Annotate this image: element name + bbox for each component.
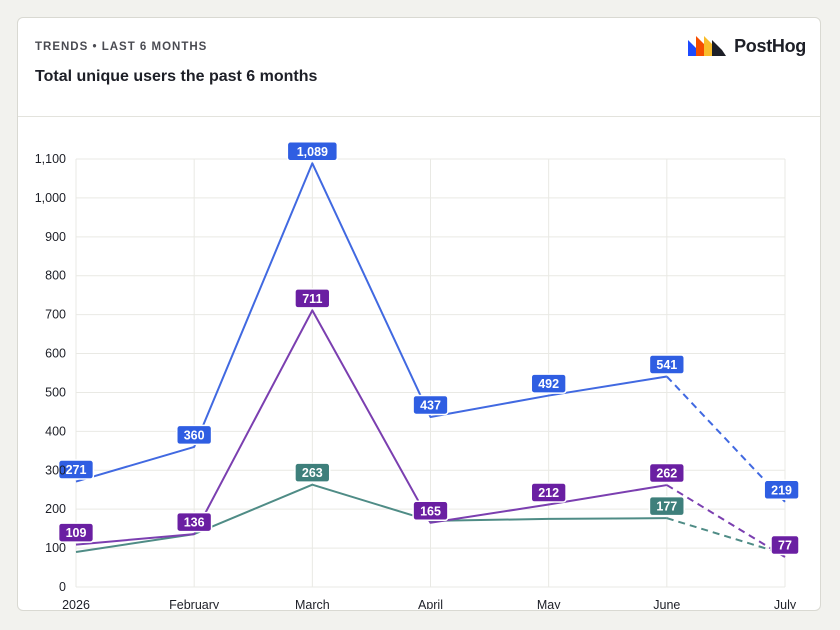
data-label: 77	[770, 534, 800, 556]
data-label: 492	[530, 373, 567, 394]
y-tick-label: 0	[59, 580, 66, 594]
svg-text:136: 136	[184, 516, 205, 530]
y-tick-label: 400	[45, 424, 66, 438]
data-label: 271	[57, 459, 95, 480]
data-label: 109	[57, 522, 95, 543]
svg-text:492: 492	[538, 377, 559, 391]
x-tick-label: 2026	[62, 598, 90, 609]
svg-text:263: 263	[302, 466, 323, 480]
posthog-logo: PostHog	[688, 34, 806, 58]
y-tick-label: 600	[45, 347, 66, 361]
chart-data-labels: 271 360 1,089 437 492 541 219 109 136 711 165 212 26…	[57, 141, 800, 556]
data-label: 177	[648, 495, 685, 517]
svg-text:541: 541	[656, 358, 677, 372]
series-line	[75, 483, 667, 553]
data-label: 136	[176, 511, 213, 533]
y-tick-label: 900	[45, 230, 66, 244]
series-line-forecast	[666, 375, 786, 503]
svg-text:77: 77	[778, 539, 792, 553]
data-label: 263	[294, 462, 331, 483]
svg-text:262: 262	[656, 467, 677, 481]
chart-axes: 0 100 200 300 400 500 600 700 800 900 1,000 1,100 20…	[35, 152, 797, 610]
y-tick-label: 700	[45, 308, 66, 322]
card-header: TRENDS • LAST 6 MONTHS Total unique user…	[18, 18, 820, 117]
svg-text:219: 219	[771, 483, 792, 497]
y-tick-label: 300	[45, 463, 66, 477]
card-subtitle: TRENDS • LAST 6 MONTHS	[35, 41, 208, 53]
chart-area: 271 360 1,089 437 492 541 219 109 136 711 165 212 26…	[18, 117, 820, 610]
svg-text:437: 437	[420, 398, 441, 412]
svg-text:711: 711	[302, 292, 322, 306]
data-label: 212	[530, 482, 567, 503]
svg-text:165: 165	[420, 504, 441, 518]
y-tick-label: 1,000	[35, 191, 66, 205]
data-label: 262	[648, 462, 685, 484]
x-tick-label: February	[169, 598, 220, 609]
data-label: 219	[763, 479, 800, 501]
series-line	[75, 162, 667, 483]
posthog-hedgehog-icon	[688, 36, 727, 56]
data-label: 1,089	[286, 141, 339, 162]
card-title: Total unique users the past 6 months	[35, 68, 318, 85]
x-tick-label: July	[774, 598, 797, 609]
y-tick-label: 500	[45, 385, 66, 399]
series-line-forecast	[666, 517, 786, 556]
data-label: 541	[648, 354, 685, 375]
y-tick-label: 1,100	[35, 152, 66, 166]
series-line	[75, 309, 667, 546]
svg-text:360: 360	[184, 428, 205, 442]
data-label: 165	[412, 500, 449, 522]
brand-name: PostHog	[734, 35, 806, 56]
chart-lines	[75, 162, 786, 558]
svg-text:271: 271	[66, 463, 87, 477]
x-tick-label: March	[295, 598, 330, 609]
y-tick-label: 100	[45, 541, 66, 555]
x-tick-label: May	[537, 598, 561, 609]
insight-card: TRENDS • LAST 6 MONTHS Total unique user…	[17, 17, 821, 611]
svg-text:212: 212	[538, 486, 559, 500]
line-chart: 271 360 1,089 437 492 541 219 109 136 711 165 212 26…	[35, 141, 800, 610]
svg-text:177: 177	[656, 500, 677, 514]
x-tick-label: April	[418, 598, 443, 609]
svg-text:109: 109	[66, 526, 87, 540]
data-label: 360	[176, 424, 213, 446]
x-tick-label: June	[653, 598, 680, 609]
data-label: 711	[294, 288, 331, 309]
data-label: 437	[412, 394, 449, 416]
y-tick-label: 800	[45, 269, 66, 283]
svg-text:1,089: 1,089	[297, 145, 328, 159]
y-tick-label: 200	[45, 502, 66, 516]
